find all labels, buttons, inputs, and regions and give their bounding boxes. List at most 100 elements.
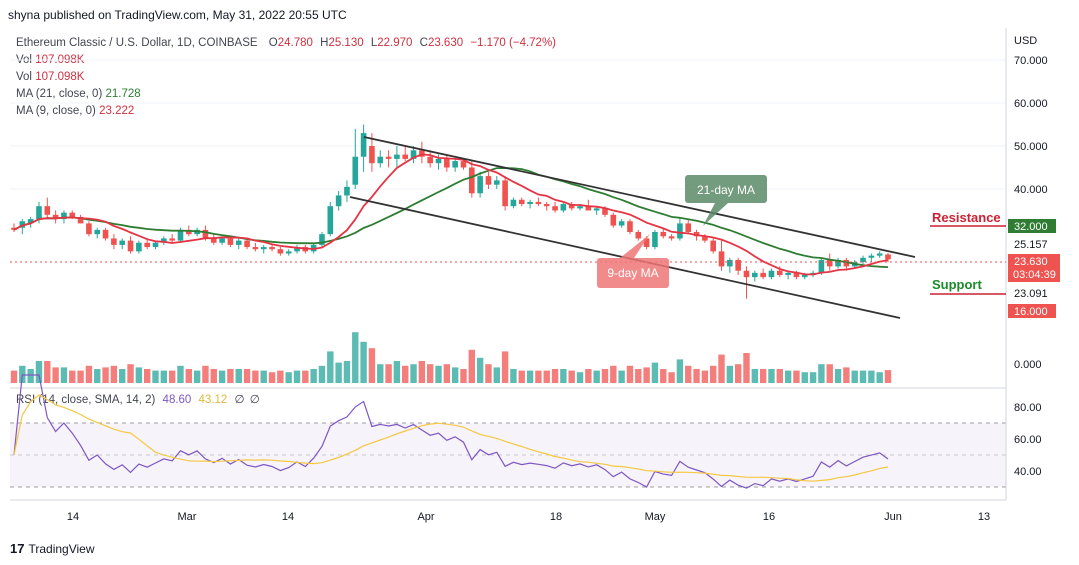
volume-bar bbox=[352, 332, 359, 383]
rsi-legend-sma: 43.12 bbox=[198, 394, 228, 406]
volume-bar bbox=[543, 370, 550, 383]
volume-bar bbox=[834, 369, 842, 383]
channel-upper-line[interactable] bbox=[363, 136, 916, 258]
candle-body bbox=[252, 247, 259, 250]
volume-bar bbox=[809, 372, 817, 383]
candle-body bbox=[677, 223, 683, 239]
volume-bar bbox=[143, 369, 151, 383]
volume-bar bbox=[426, 364, 434, 383]
volume-bar bbox=[701, 370, 709, 383]
ma21-line bbox=[13, 167, 889, 268]
candle-body bbox=[752, 272, 758, 278]
last-price-tag bbox=[1008, 254, 1060, 282]
rsi-legend-label: RSI (14, close, SMA, 14, 2) bbox=[16, 394, 156, 406]
volume-bar bbox=[285, 372, 292, 383]
candle-body bbox=[385, 156, 392, 159]
volume-bar bbox=[152, 370, 159, 383]
volume-bar bbox=[501, 351, 509, 383]
volume-bar bbox=[327, 351, 334, 383]
candle-body bbox=[277, 249, 284, 254]
candle-body bbox=[319, 234, 325, 245]
candle-body bbox=[77, 216, 84, 224]
published-header: shyna published on TradingView.com, May … bbox=[8, 8, 347, 22]
candle-body bbox=[635, 232, 642, 239]
volume-bar bbox=[743, 353, 750, 383]
candle-body bbox=[11, 227, 17, 230]
volume-bar bbox=[393, 361, 401, 383]
rsi-axis-label: 40.00 bbox=[1014, 466, 1042, 478]
volume-bar bbox=[660, 369, 667, 383]
ohlc-o-label: O bbox=[268, 37, 278, 49]
candle-body bbox=[452, 161, 458, 168]
brand-name: TradingView bbox=[28, 541, 95, 556]
candle-body bbox=[652, 232, 658, 248]
candle-body bbox=[285, 251, 292, 254]
price-axis-label: 50.000 bbox=[1014, 141, 1048, 153]
candle-body bbox=[52, 214, 59, 220]
candle-body bbox=[235, 240, 242, 245]
volume-bar bbox=[859, 370, 867, 383]
candle-body bbox=[219, 238, 225, 243]
legend-title-row: Ethereum Classic / U.S. Dollar, 1D, COIN… bbox=[16, 35, 556, 52]
candle-body bbox=[627, 221, 633, 232]
support-tag bbox=[1008, 304, 1056, 318]
volume-bar bbox=[268, 372, 276, 383]
candle-body bbox=[493, 180, 500, 185]
price-axis-label: 60.000 bbox=[1014, 98, 1048, 110]
candle-body bbox=[585, 206, 592, 211]
candle-body bbox=[885, 254, 891, 260]
volume-bar bbox=[693, 369, 700, 383]
candle-body bbox=[610, 214, 617, 226]
ohlc-open: 24.780 bbox=[277, 37, 313, 49]
volume-bar bbox=[460, 369, 467, 383]
candle-body bbox=[294, 247, 300, 252]
ohlc-change: −1.170 (−4.72%) bbox=[470, 37, 556, 49]
candle-body bbox=[202, 229, 209, 239]
footer-brand[interactable]: 17 TradingView bbox=[10, 541, 95, 556]
candle-body bbox=[327, 206, 334, 235]
volume-bar bbox=[651, 362, 659, 383]
resistance-label: Resistance bbox=[932, 210, 1001, 225]
candle-body bbox=[177, 229, 184, 241]
candle-body bbox=[360, 133, 367, 157]
volume-bar bbox=[60, 367, 68, 383]
rsi-legend-value: 48.60 bbox=[162, 394, 192, 406]
volume-bar bbox=[568, 370, 575, 383]
volume-bar bbox=[493, 367, 500, 383]
candle-body bbox=[835, 259, 841, 267]
volume-bar bbox=[110, 365, 118, 383]
candle-body bbox=[210, 238, 217, 243]
time-axis-label: Jun bbox=[884, 511, 902, 523]
volume-bar bbox=[210, 369, 217, 383]
volume-bar bbox=[626, 365, 634, 383]
candle-body bbox=[727, 259, 733, 267]
volume-bar bbox=[776, 369, 783, 383]
volume-bar bbox=[135, 367, 143, 383]
candle-body bbox=[527, 201, 533, 205]
ohlc-l-label: L bbox=[370, 37, 378, 49]
resistance-tag-text: 32.000 bbox=[1014, 221, 1048, 233]
candle-body bbox=[876, 253, 883, 256]
candle-body bbox=[593, 208, 600, 211]
candle-body bbox=[743, 270, 750, 278]
time-axis-label: 13 bbox=[978, 511, 990, 523]
price-axis-label: 70.000 bbox=[1014, 55, 1048, 67]
price-axis-label: 40.000 bbox=[1014, 184, 1048, 196]
ma9-value: 23.222 bbox=[99, 105, 135, 117]
ohlc-c-label: C bbox=[419, 37, 428, 49]
candle-body bbox=[119, 240, 126, 245]
volume-bar bbox=[718, 354, 725, 383]
candle-body bbox=[111, 238, 117, 245]
candle-body bbox=[543, 204, 550, 207]
ma9-label: MA (9, close, 0) bbox=[16, 105, 96, 117]
volume-bar bbox=[360, 341, 367, 383]
ma21-value: 21.728 bbox=[105, 88, 141, 100]
candle-body bbox=[394, 154, 400, 159]
rsi-line bbox=[13, 374, 889, 489]
candle-body bbox=[826, 259, 833, 267]
volume-bar bbox=[310, 369, 317, 383]
symbol-title[interactable]: Ethereum Classic / U.S. Dollar, 1D, COIN… bbox=[16, 37, 258, 49]
volume-bar bbox=[560, 369, 567, 383]
candle-body bbox=[535, 201, 542, 205]
